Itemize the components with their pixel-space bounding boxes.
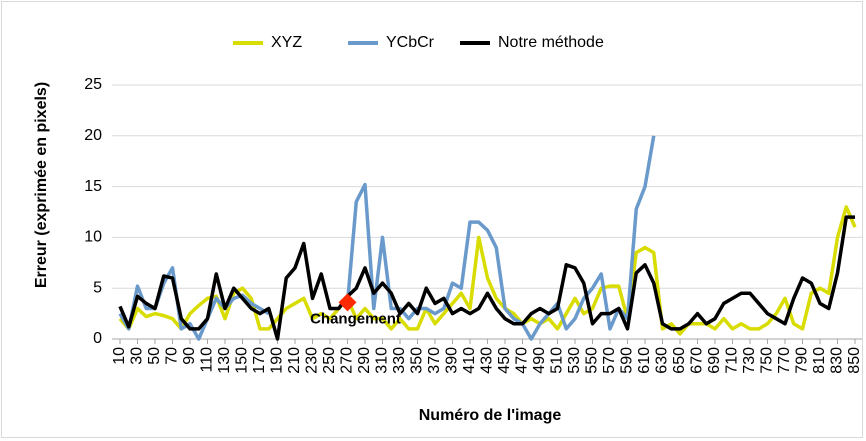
y-axis-title: Erreur (exprimée en pixels)	[33, 82, 50, 288]
x-tick-label: 630	[654, 347, 671, 374]
x-tick-label: 450	[496, 347, 513, 374]
x-tick-label: 510	[549, 347, 566, 374]
x-tick-label: 290	[356, 347, 373, 374]
y-tick-label: 5	[93, 279, 102, 296]
x-tick-label: 490	[531, 347, 548, 374]
x-tick-label: 50	[146, 347, 163, 365]
x-tick-label: 530	[566, 347, 583, 374]
x-tick-label: 70	[164, 347, 181, 365]
x-tick-label: 110	[199, 347, 216, 373]
x-tick-label: 850	[846, 347, 863, 374]
x-tick-label: 810	[811, 347, 828, 374]
x-tick-label: 350	[409, 347, 426, 374]
x-axis-title: Numéro de l'image	[419, 407, 562, 424]
x-tick-label: 570	[601, 347, 618, 374]
x-tick-label: 190	[269, 347, 286, 374]
x-tick-label: 550	[584, 347, 601, 374]
x-tick-label: 790	[794, 347, 811, 374]
x-tick-label: 410	[461, 347, 478, 374]
legend-label: YCbCr	[386, 34, 435, 51]
legend-label: XYZ	[271, 34, 302, 51]
x-tick-label: 770	[776, 347, 793, 374]
legend-label: Notre méthode	[498, 34, 604, 51]
x-tick-label: 90	[181, 347, 198, 365]
x-tick-label: 750	[759, 347, 776, 374]
x-tick-label: 670	[689, 347, 706, 374]
x-tick-label: 270	[339, 347, 356, 374]
x-tick-label: 710	[724, 347, 741, 374]
x-tick-label: 170	[251, 347, 268, 374]
x-tick-label: 430	[479, 347, 496, 374]
y-tick-label: 25	[84, 76, 102, 93]
x-tick-label: 610	[636, 347, 653, 374]
x-tick-label: 250	[321, 347, 338, 374]
x-tick-label: 730	[741, 347, 758, 374]
y-tick-label: 10	[84, 229, 102, 246]
annotation-label: Changement	[310, 310, 401, 327]
x-tick-label: 830	[829, 347, 846, 374]
x-tick-label: 650	[671, 347, 688, 374]
series-line	[118, 205, 857, 336]
x-tick-label: 150	[234, 347, 251, 374]
x-tick-label: 230	[304, 347, 321, 374]
x-tick-label: 130	[216, 347, 233, 374]
x-tick-label: 330	[391, 347, 408, 374]
y-tick-label: 20	[84, 127, 102, 144]
annotation-marker	[338, 293, 357, 312]
series-line	[118, 215, 855, 341]
x-tick-label: 390	[444, 347, 461, 374]
x-tick-label: 310	[374, 347, 391, 374]
y-tick-label: 15	[84, 178, 102, 195]
x-tick-label: 370	[426, 347, 443, 374]
x-tick-label: 690	[706, 347, 723, 374]
x-tick-label: 30	[129, 347, 146, 365]
y-tick-label: 0	[93, 330, 102, 347]
x-tick-label: 10	[111, 347, 128, 365]
x-tick-label: 210	[286, 347, 303, 374]
x-tick-label: 470	[514, 347, 531, 374]
x-tick-label: 590	[619, 347, 636, 374]
